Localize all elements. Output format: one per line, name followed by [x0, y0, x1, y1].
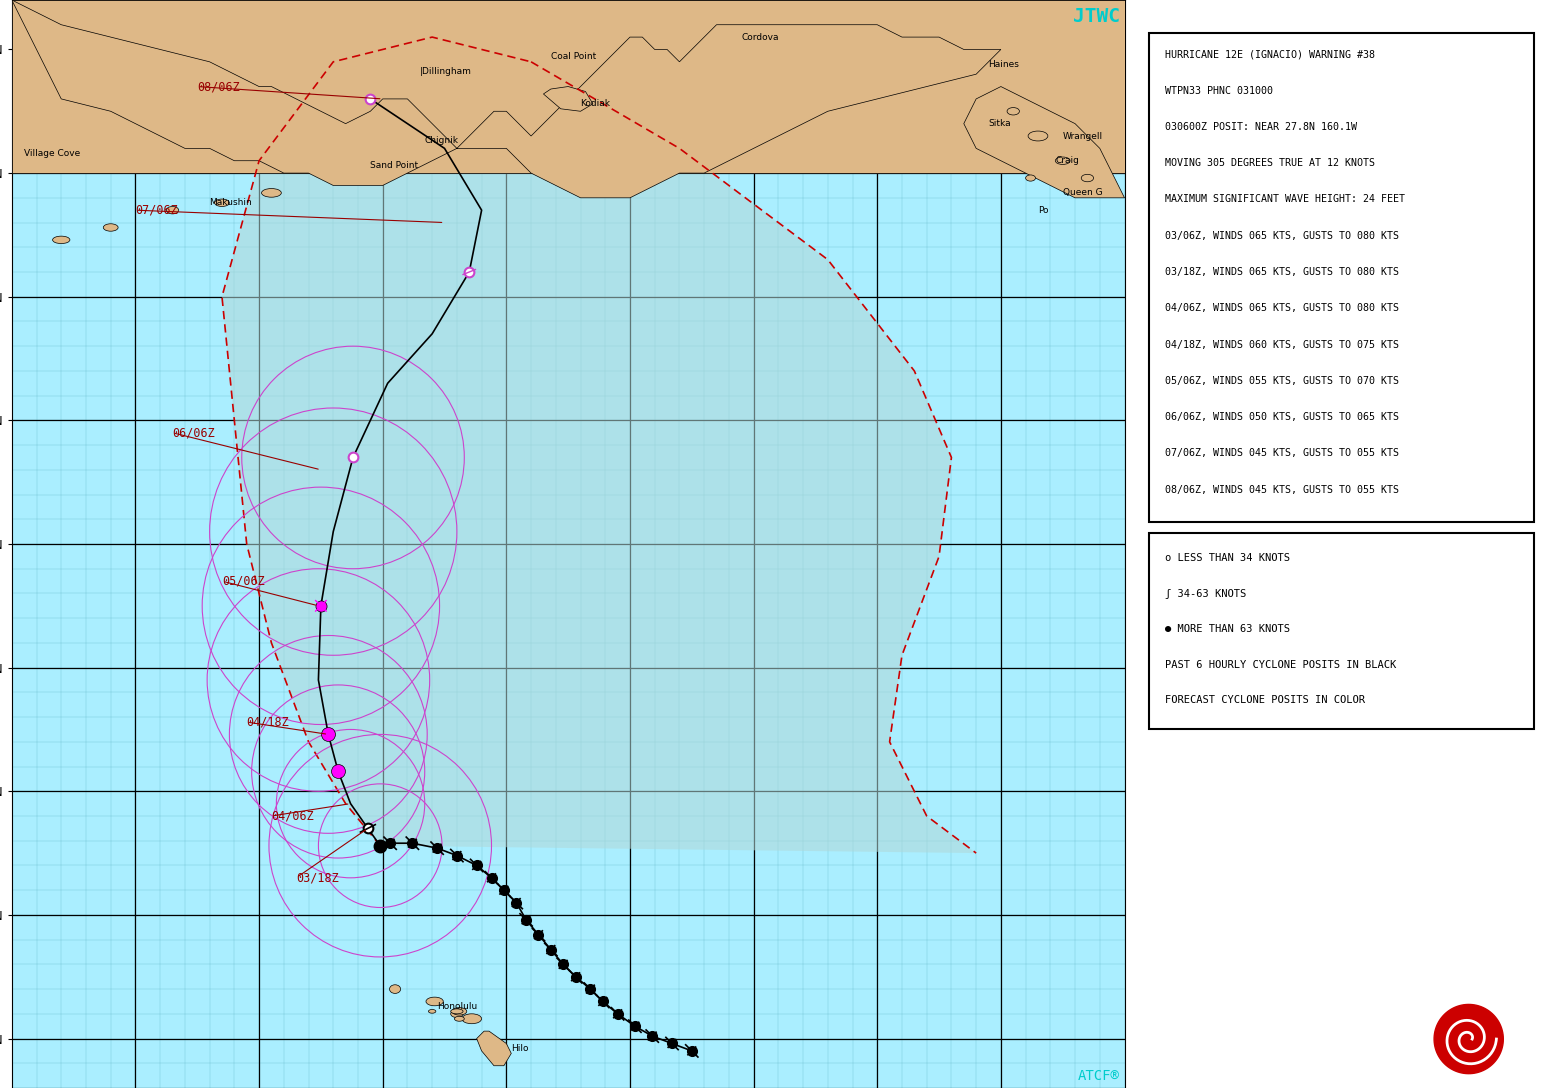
Ellipse shape [428, 1010, 436, 1013]
Text: Po: Po [1037, 206, 1048, 214]
Text: 06/06Z, WINDS 050 KTS, GUSTS TO 065 KTS: 06/06Z, WINDS 050 KTS, GUSTS TO 065 KTS [1166, 412, 1399, 422]
Text: WTPN33 PHNC 031000: WTPN33 PHNC 031000 [1166, 86, 1272, 96]
Text: Queen G: Queen G [1062, 188, 1102, 197]
Text: 05/06Z: 05/06Z [223, 574, 264, 588]
Text: ATCF®: ATCF® [1078, 1070, 1119, 1083]
Ellipse shape [390, 985, 400, 993]
Text: 04/18Z, WINDS 060 KTS, GUSTS TO 075 KTS: 04/18Z, WINDS 060 KTS, GUSTS TO 075 KTS [1166, 339, 1399, 349]
FancyBboxPatch shape [1149, 33, 1534, 522]
Text: Craig: Craig [1056, 157, 1079, 165]
Text: 04/06Z: 04/06Z [272, 809, 314, 823]
Polygon shape [544, 87, 592, 111]
Text: 03/06Z, WINDS 065 KTS, GUSTS TO 080 KTS: 03/06Z, WINDS 065 KTS, GUSTS TO 080 KTS [1166, 231, 1399, 240]
Text: 04/18Z: 04/18Z [247, 716, 289, 729]
Text: 05/06Z, WINDS 055 KTS, GUSTS TO 070 KTS: 05/06Z, WINDS 055 KTS, GUSTS TO 070 KTS [1166, 375, 1399, 386]
Text: |Dillingham: |Dillingham [421, 67, 472, 76]
Text: Haines: Haines [988, 60, 1019, 69]
Ellipse shape [455, 1016, 464, 1022]
Polygon shape [12, 0, 1000, 198]
Ellipse shape [1056, 157, 1070, 164]
Text: Wrangell: Wrangell [1062, 132, 1102, 140]
Text: o LESS THAN 34 KNOTS: o LESS THAN 34 KNOTS [1166, 553, 1289, 564]
Text: Chignik: Chignik [425, 136, 459, 146]
Text: Makushin: Makushin [210, 198, 252, 207]
Ellipse shape [215, 199, 229, 207]
Ellipse shape [427, 997, 444, 1005]
Text: Coal Point: Coal Point [550, 52, 597, 61]
Ellipse shape [451, 1009, 464, 1014]
Text: ʃ 34-63 KNOTS: ʃ 34-63 KNOTS [1166, 589, 1246, 598]
Text: 030600Z POSIT: NEAR 27.8N 160.1W: 030600Z POSIT: NEAR 27.8N 160.1W [1166, 122, 1357, 132]
Text: ● MORE THAN 63 KNOTS: ● MORE THAN 63 KNOTS [1166, 625, 1289, 634]
Text: 07/06Z, WINDS 045 KTS, GUSTS TO 055 KTS: 07/06Z, WINDS 045 KTS, GUSTS TO 055 KTS [1166, 448, 1399, 458]
Ellipse shape [104, 224, 117, 232]
Polygon shape [223, 37, 976, 853]
Polygon shape [1435, 1004, 1503, 1074]
Polygon shape [963, 87, 1124, 198]
Text: JTWC: JTWC [1073, 8, 1119, 26]
Text: 03/18Z: 03/18Z [297, 871, 339, 885]
Text: PAST 6 HOURLY CYCLONE POSITS IN BLACK: PAST 6 HOURLY CYCLONE POSITS IN BLACK [1166, 659, 1396, 670]
Polygon shape [12, 0, 1124, 173]
FancyBboxPatch shape [1149, 533, 1534, 729]
Text: HURRICANE 12E (IGNACIO) WARNING #38: HURRICANE 12E (IGNACIO) WARNING #38 [1166, 49, 1374, 60]
Polygon shape [476, 1031, 512, 1066]
Ellipse shape [1025, 175, 1036, 181]
Ellipse shape [451, 1010, 464, 1017]
Text: 04/06Z, WINDS 065 KTS, GUSTS TO 080 KTS: 04/06Z, WINDS 065 KTS, GUSTS TO 080 KTS [1166, 304, 1399, 313]
Text: MAXIMUM SIGNIFICANT WAVE HEIGHT: 24 FEET: MAXIMUM SIGNIFICANT WAVE HEIGHT: 24 FEET [1166, 195, 1405, 205]
Text: Kodiak: Kodiak [580, 99, 611, 109]
Text: Sitka: Sitka [988, 120, 1011, 128]
Ellipse shape [1081, 174, 1093, 182]
Ellipse shape [1006, 108, 1019, 115]
Text: Village Cove: Village Cove [25, 149, 80, 158]
Ellipse shape [167, 207, 179, 214]
Ellipse shape [261, 188, 281, 197]
Text: 08/06Z: 08/06Z [198, 81, 240, 94]
Text: Hilo: Hilo [512, 1044, 529, 1053]
Text: Honolulu: Honolulu [438, 1002, 478, 1011]
Text: MOVING 305 DEGREES TRUE AT 12 KNOTS: MOVING 305 DEGREES TRUE AT 12 KNOTS [1166, 158, 1374, 169]
Text: Cordova: Cordova [741, 33, 779, 41]
Ellipse shape [451, 1007, 467, 1015]
Text: 03/18Z, WINDS 065 KTS, GUSTS TO 080 KTS: 03/18Z, WINDS 065 KTS, GUSTS TO 080 KTS [1166, 267, 1399, 277]
Ellipse shape [462, 1014, 482, 1024]
Text: 06/06Z: 06/06Z [173, 426, 215, 440]
Text: Sand Point: Sand Point [371, 161, 419, 170]
Text: 08/06Z, WINDS 045 KTS, GUSTS TO 055 KTS: 08/06Z, WINDS 045 KTS, GUSTS TO 055 KTS [1166, 484, 1399, 495]
Ellipse shape [53, 236, 70, 244]
Text: 07/06Z: 07/06Z [136, 203, 178, 217]
Text: FORECAST CYCLONE POSITS IN COLOR: FORECAST CYCLONE POSITS IN COLOR [1166, 695, 1365, 705]
Ellipse shape [1028, 131, 1048, 141]
